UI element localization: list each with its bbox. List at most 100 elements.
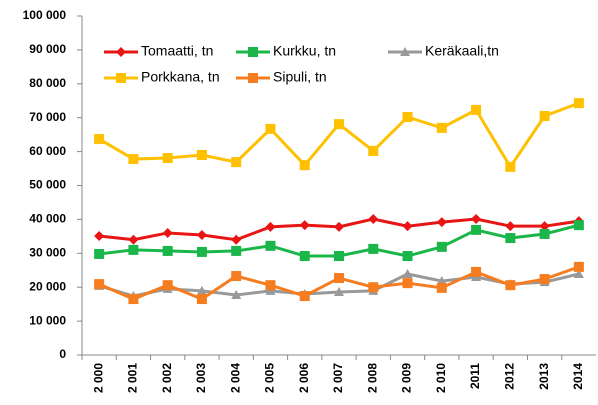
y-tick-label: 10 000: [29, 313, 66, 327]
data-point: [505, 221, 516, 232]
data-point: [436, 217, 447, 228]
data-point: [436, 276, 447, 286]
data-point: [265, 280, 276, 291]
data-point: [471, 214, 482, 225]
x-tick-label: 2 005: [263, 363, 277, 393]
data-point: [334, 286, 344, 296]
data-point: [334, 221, 344, 232]
data-point: [368, 282, 379, 293]
data-point: [231, 289, 242, 299]
legend-label: Kurkku, tn: [273, 43, 336, 59]
data-point: [162, 227, 173, 238]
data-point: [128, 234, 139, 245]
data-point: [471, 266, 482, 277]
data-point: [436, 282, 447, 293]
data-point: [368, 243, 379, 254]
y-tick-label: 100 000: [23, 8, 67, 22]
x-tick-label: 2 000: [91, 363, 105, 393]
data-point: [94, 248, 105, 259]
data-point: [402, 221, 413, 232]
data-point: [539, 228, 550, 239]
data-point: [368, 214, 379, 225]
data-point: [128, 154, 139, 165]
data-point: [402, 278, 413, 289]
data-point: [162, 245, 173, 256]
data-point: [162, 153, 173, 164]
x-tick-label: 2 006: [297, 363, 311, 393]
data-point: [196, 246, 207, 257]
x-tick-label: 2 007: [331, 363, 345, 393]
data-point: [94, 231, 105, 242]
x-tick-label: 2 004: [228, 363, 242, 393]
legend-marker: [248, 47, 258, 57]
y-tick-label: 80 000: [29, 76, 66, 90]
data-point: [265, 240, 276, 251]
legend-marker: [116, 47, 126, 57]
data-point: [436, 122, 447, 133]
x-tick-label: 2 001: [126, 363, 140, 393]
x-tick-label: 2013: [537, 363, 551, 390]
x-tick-label: 2 002: [160, 363, 174, 393]
y-tick-label: 50 000: [29, 178, 66, 192]
data-point: [505, 280, 516, 291]
x-tick-label: 2 009: [400, 363, 414, 393]
data-point: [334, 119, 344, 130]
legend-label: Porkkana, tn: [141, 69, 220, 85]
data-point: [436, 241, 447, 252]
data-point: [196, 285, 207, 295]
data-point: [128, 294, 139, 305]
data-point: [299, 160, 310, 171]
data-point: [162, 280, 173, 291]
data-point: [94, 134, 105, 145]
data-point: [573, 268, 584, 278]
data-point: [505, 233, 516, 244]
x-tick-label: 2014: [571, 363, 585, 390]
data-point: [539, 274, 550, 285]
data-point: [402, 112, 413, 123]
data-point: [265, 123, 276, 134]
legend-marker: [248, 73, 258, 83]
data-point: [368, 145, 379, 156]
data-point: [265, 221, 276, 232]
x-tick-label: 2 003: [194, 363, 208, 393]
data-point: [94, 279, 105, 290]
data-point: [334, 273, 344, 284]
y-tick-label: 60 000: [29, 144, 66, 158]
x-tick-label: 2 008: [365, 363, 379, 393]
legend-marker: [400, 47, 410, 56]
data-point: [402, 251, 413, 262]
data-point: [299, 291, 310, 302]
data-point: [128, 244, 139, 255]
data-point: [573, 220, 584, 231]
data-point: [231, 245, 242, 256]
data-point: [402, 268, 413, 278]
data-point: [196, 149, 207, 160]
data-point: [299, 220, 310, 231]
data-point: [471, 224, 482, 235]
data-point: [539, 111, 550, 122]
y-tick-label: 0: [59, 347, 66, 361]
data-point: [573, 98, 584, 109]
data-point: [196, 294, 207, 305]
data-point: [299, 251, 310, 262]
data-point: [573, 261, 584, 272]
y-tick-label: 30 000: [29, 245, 66, 259]
x-tick-label: 2 010: [434, 363, 448, 393]
data-point: [334, 251, 344, 262]
data-point: [265, 285, 276, 295]
data-point: [471, 104, 482, 115]
x-tick-label: 2011: [468, 363, 482, 389]
legend-marker: [116, 73, 126, 83]
data-point: [505, 161, 516, 172]
legend-label: Tomaatti, tn: [141, 43, 213, 59]
x-tick-label: 2012: [503, 363, 517, 390]
y-tick-label: 20 000: [29, 279, 66, 293]
data-point: [231, 157, 242, 168]
data-point: [196, 229, 207, 240]
data-point: [231, 271, 242, 282]
y-tick-label: 40 000: [29, 212, 66, 226]
legend-label: Keräkaali,tn: [425, 43, 499, 59]
legend-label: Sipuli, tn: [273, 69, 327, 85]
y-tick-label: 90 000: [29, 42, 66, 56]
